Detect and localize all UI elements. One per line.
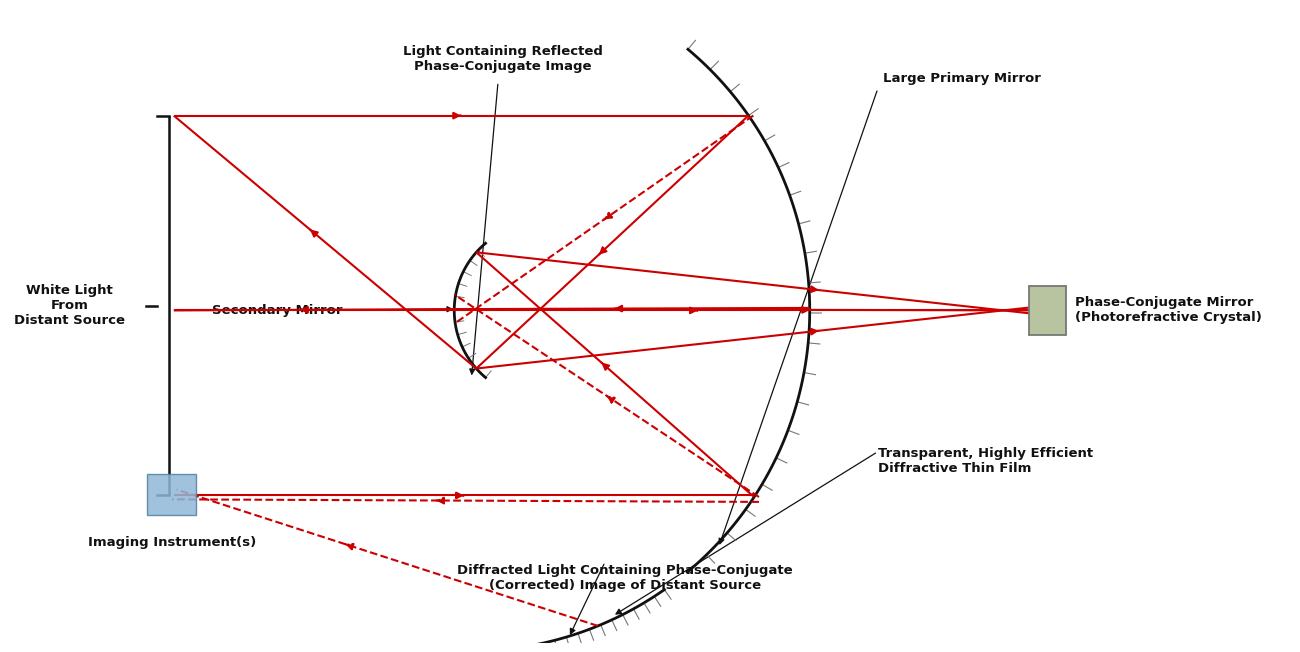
Text: Secondary Mirror: Secondary Mirror [212, 304, 452, 317]
Text: Phase-Conjugate Mirror
(Photorefractive Crystal): Phase-Conjugate Mirror (Photorefractive … [1075, 297, 1261, 325]
FancyBboxPatch shape [1028, 286, 1066, 334]
Text: Large Primary Mirror: Large Primary Mirror [883, 72, 1040, 85]
Text: White Light
From
Distant Source: White Light From Distant Source [14, 284, 125, 327]
Text: Light Containing Reflected
Phase-Conjugate Image: Light Containing Reflected Phase-Conjuga… [403, 45, 603, 73]
Text: Imaging Instrument(s): Imaging Instrument(s) [87, 537, 256, 550]
FancyBboxPatch shape [147, 474, 196, 515]
Text: Diffracted Light Containing Phase-Conjugate
(Corrected) Image of Distant Source: Diffracted Light Containing Phase-Conjug… [456, 564, 793, 592]
Text: Transparent, Highly Efficient
Diffractive Thin Film: Transparent, Highly Efficient Diffractiv… [878, 447, 1093, 475]
